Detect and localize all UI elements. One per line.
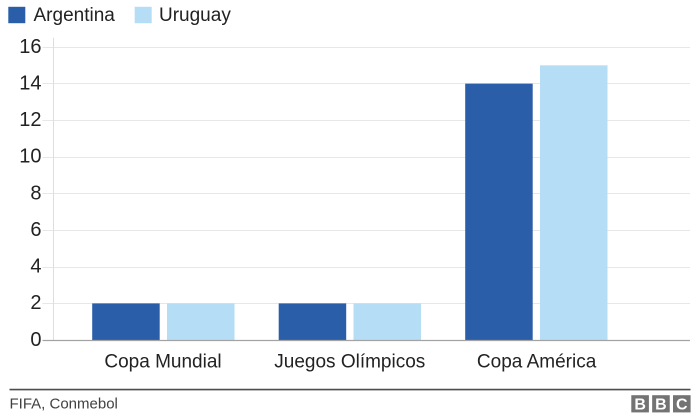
svg-text:14: 14 (19, 72, 41, 94)
svg-text:10: 10 (19, 146, 41, 168)
svg-text:FIFA, Conmebol: FIFA, Conmebol (10, 395, 118, 412)
svg-text:2: 2 (30, 292, 41, 314)
svg-text:12: 12 (19, 109, 41, 131)
svg-text:Uruguay: Uruguay (159, 5, 231, 26)
svg-text:Juegos Olímpicos: Juegos Olímpicos (274, 351, 425, 372)
svg-text:B: B (655, 397, 667, 414)
svg-text:0: 0 (30, 329, 41, 351)
svg-text:8: 8 (30, 182, 41, 204)
svg-text:Copa América: Copa América (477, 351, 597, 372)
svg-text:6: 6 (30, 219, 41, 241)
svg-text:16: 16 (19, 36, 41, 58)
svg-text:Argentina: Argentina (34, 5, 116, 26)
svg-text:C: C (676, 397, 688, 414)
svg-text:4: 4 (30, 256, 41, 278)
svg-text:B: B (634, 397, 646, 414)
svg-text:Copa Mundial: Copa Mundial (104, 351, 221, 372)
